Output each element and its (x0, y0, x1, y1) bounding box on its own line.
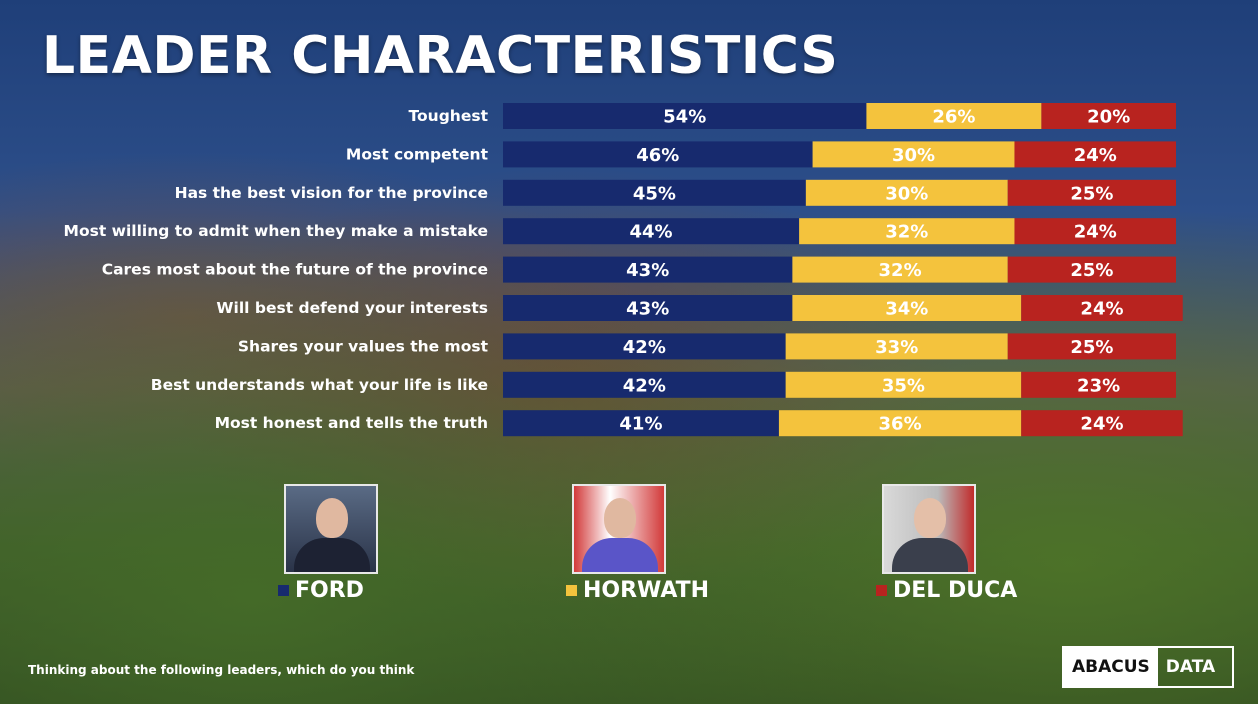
category-label: Cares most about the future of the provi… (102, 261, 488, 279)
bar-segment-ford (503, 371, 786, 398)
data-label-del-duca: 24% (1080, 299, 1123, 320)
data-label-ford: 42% (623, 375, 666, 396)
bar-segment-horwath (792, 256, 1008, 283)
bar-segment-horwath (785, 371, 1022, 398)
page-title: LEADER CHARACTERISTICS (42, 26, 839, 86)
data-label-del-duca: 20% (1087, 107, 1130, 128)
bar-segment-del-duca (1014, 218, 1176, 245)
legend-item-ford: FORD (278, 578, 464, 603)
abacus-data-logo: ABACUS DATA (1062, 646, 1234, 688)
data-label-horwath: 30% (892, 145, 935, 166)
bar-segment-del-duca (1041, 103, 1176, 129)
data-label-horwath: 30% (885, 183, 928, 204)
data-label-horwath: 34% (885, 299, 928, 320)
bar-segment-horwath (866, 103, 1042, 129)
legend-item-del-duca: DEL DUCA (876, 578, 1062, 603)
bar-segment-del-duca (1014, 141, 1176, 168)
horwath-portrait (572, 484, 666, 574)
bar-segment-ford (503, 295, 793, 321)
data-label-horwath: 26% (932, 107, 975, 128)
bar-segment-ford (503, 179, 806, 206)
bar-segment-del-duca (1021, 295, 1183, 321)
bar-segment-ford (503, 141, 813, 168)
category-label: Most willing to admit when they make a m… (64, 222, 488, 240)
leader-horwath: HORWATH (566, 484, 752, 603)
leader-del-duca: DEL DUCA (876, 484, 1062, 603)
bar-segment-horwath (785, 333, 1008, 360)
legend-label-ford: FORD (295, 578, 364, 603)
data-label-horwath: 32% (879, 260, 922, 281)
data-label-del-duca: 24% (1074, 222, 1117, 243)
data-label-horwath: 36% (879, 414, 922, 435)
bar-segment-del-duca (1007, 179, 1176, 206)
legend-label-horwath: HORWATH (583, 578, 710, 603)
bar-segment-ford (503, 103, 867, 129)
leader-ford: FORD (278, 484, 464, 603)
logo-left: ABACUS (1064, 648, 1158, 686)
ford-portrait (284, 484, 378, 574)
footnote: Thinking about the following leaders, wh… (28, 663, 415, 677)
data-label-ford: 43% (626, 260, 669, 281)
data-label-ford: 46% (636, 145, 679, 166)
data-label-ford: 41% (619, 414, 662, 435)
category-label: Best understands what your life is like (151, 376, 488, 394)
category-label: Toughest (409, 107, 489, 125)
data-label-del-duca: 24% (1080, 414, 1123, 435)
data-label-del-duca: 23% (1077, 375, 1120, 396)
bar-segment-ford (503, 410, 779, 437)
bar-segment-del-duca (1007, 256, 1176, 283)
bar-segment-horwath (778, 410, 1022, 437)
bar-segment-horwath (805, 179, 1008, 206)
logo-right: DATA (1165, 657, 1216, 677)
data-label-horwath: 35% (882, 375, 925, 396)
bar-segment-ford (503, 333, 786, 360)
data-label-ford: 45% (633, 183, 676, 204)
category-label: Will best defend your interests (216, 299, 488, 317)
bar-segment-ford (503, 218, 800, 245)
del-duca-swatch (876, 585, 887, 596)
bar-segment-horwath (792, 295, 1022, 321)
category-label: Most competent (346, 145, 489, 163)
bar-segment-horwath (799, 218, 1015, 245)
horwath-swatch (566, 585, 577, 596)
data-label-horwath: 32% (885, 222, 928, 243)
data-label-ford: 42% (623, 337, 666, 358)
data-label-ford: 44% (630, 222, 673, 243)
bar-segment-del-duca (1021, 371, 1176, 398)
ford-swatch (278, 585, 289, 596)
data-label-del-duca: 25% (1070, 337, 1113, 358)
bar-segment-del-duca (1007, 333, 1176, 360)
category-label: Has the best vision for the province (175, 184, 488, 202)
category-label: Most honest and tells the truth (215, 414, 488, 432)
data-label-ford: 43% (626, 299, 669, 320)
legend-label-del-duca: DEL DUCA (893, 578, 1018, 603)
data-label-del-duca: 25% (1070, 260, 1113, 281)
bar-segment-horwath (812, 141, 1015, 168)
data-label-ford: 54% (663, 107, 706, 128)
del-duca-portrait (882, 484, 976, 574)
data-label-horwath: 33% (875, 337, 918, 358)
category-label: Shares your values the most (238, 337, 489, 355)
bar-segment-ford (503, 256, 793, 283)
data-label-del-duca: 24% (1074, 145, 1117, 166)
data-label-del-duca: 25% (1070, 183, 1113, 204)
legend-item-horwath: HORWATH (566, 578, 752, 603)
bar-segment-del-duca (1021, 410, 1183, 437)
